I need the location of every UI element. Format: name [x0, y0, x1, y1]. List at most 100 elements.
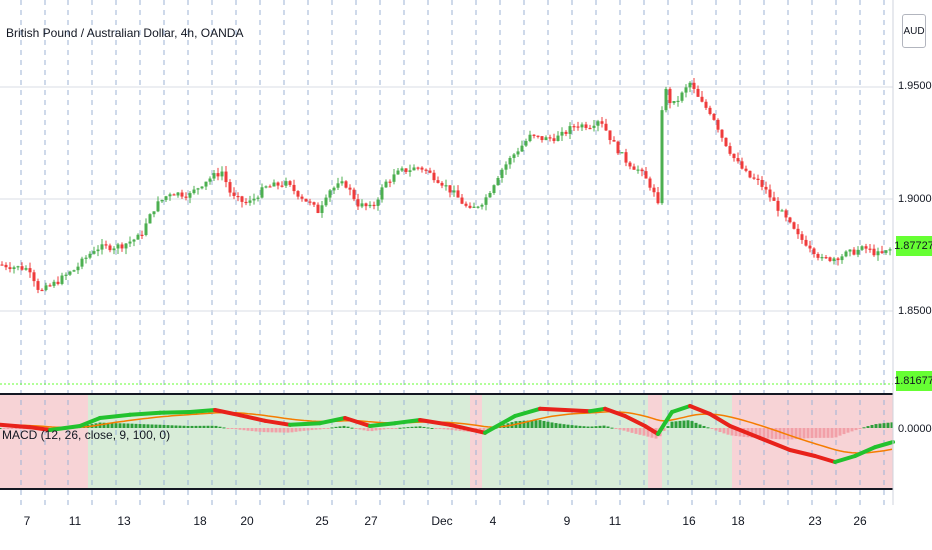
candle-body [16, 266, 20, 268]
histogram-bar [574, 425, 578, 428]
candle-body [880, 251, 884, 253]
candle-body [128, 241, 132, 244]
histogram-bar [790, 428, 794, 440]
candle-body [872, 248, 876, 256]
candle-body [800, 234, 804, 240]
candle-body [24, 268, 28, 270]
histogram-bar [366, 428, 370, 432]
candle-body [124, 243, 128, 249]
histogram-bar [310, 428, 314, 431]
candle-body [8, 267, 12, 269]
candle-body [660, 110, 664, 204]
candle-body [608, 130, 612, 141]
macd-segment [656, 410, 674, 436]
macd-tick: 0.00000 [898, 423, 932, 435]
histogram-bar [778, 428, 782, 440]
macd-segment [670, 404, 692, 414]
histogram-bar [450, 428, 454, 431]
candle-body [312, 202, 316, 205]
histogram-bar [674, 421, 678, 428]
macd-segment [98, 412, 132, 420]
candle-body [532, 134, 536, 136]
macd-segment [188, 408, 217, 414]
histogram-bar [338, 426, 342, 428]
candle-body [360, 203, 364, 207]
histogram-bar [162, 424, 166, 428]
histogram-bar [758, 428, 762, 439]
macd-segment [28, 425, 52, 432]
candle-body [628, 162, 632, 167]
candle-body [684, 87, 688, 93]
histogram-bar [666, 426, 670, 428]
candle-body [456, 190, 460, 198]
histogram-bar [566, 424, 570, 428]
time-tick: 20 [240, 514, 254, 528]
macd-indicator-label[interactable]: MACD (12, 26, close, 9, 100, 0) [2, 428, 171, 442]
pane-borders [0, 0, 894, 505]
histogram-bar [438, 428, 442, 429]
macd-segment [368, 421, 397, 428]
candle-body [92, 251, 96, 254]
histogram-bar [722, 428, 726, 434]
candle-body [696, 88, 700, 97]
candle-body [204, 181, 208, 187]
candle-body [436, 180, 440, 183]
histogram-bar [822, 428, 826, 438]
histogram-bar [682, 420, 686, 428]
candle-body [412, 167, 416, 171]
candle-body [132, 239, 136, 242]
macd-segment [483, 414, 517, 435]
time-tick: 18 [193, 514, 207, 528]
candle-body [712, 113, 716, 120]
macd-segment [563, 408, 592, 414]
candle-body [264, 186, 268, 188]
candle-body [580, 124, 584, 128]
candle-body [220, 171, 224, 177]
histogram-bar [398, 427, 402, 429]
candle-body [172, 194, 176, 196]
histogram-bar [262, 428, 266, 433]
time-tick: 11 [608, 514, 622, 528]
histogram-bar [182, 425, 186, 428]
histogram-bar [522, 420, 526, 428]
histogram-bar [358, 428, 362, 430]
candle-body [664, 88, 668, 111]
time-tick: 7 [23, 514, 31, 528]
histogram-bar [362, 428, 366, 431]
candle-body [720, 129, 724, 138]
histogram-bar [334, 426, 338, 428]
candle-body [736, 158, 740, 162]
histogram-bar [846, 428, 850, 433]
histogram-bar [14, 428, 18, 429]
histogram-bar [834, 428, 838, 438]
time-tick: 13 [117, 514, 131, 528]
histogram-bar [422, 426, 426, 428]
histogram-bar [582, 426, 586, 428]
candle-body [184, 196, 188, 198]
histogram-bar [198, 425, 202, 428]
currency-button[interactable]: AUD [902, 14, 926, 48]
candle-body [612, 140, 616, 142]
macd-segment [0, 422, 32, 430]
candle-body [316, 204, 320, 213]
time-tick: 4 [489, 514, 497, 528]
candle-body [864, 246, 868, 249]
candle-body [384, 181, 388, 188]
candle-body [388, 181, 392, 183]
candle-body [812, 248, 816, 255]
candle-body [216, 173, 220, 177]
candle-body [772, 197, 776, 201]
candle-body [116, 244, 120, 249]
histogram-bar [354, 428, 358, 429]
candle-body [876, 251, 880, 256]
candle-body [624, 152, 628, 163]
candle-body [620, 152, 624, 154]
candle-body [520, 145, 524, 152]
candle-body [796, 228, 800, 235]
candle-body [52, 281, 56, 286]
candle-body [676, 100, 680, 102]
histogram-bar [434, 428, 438, 429]
candle-body [632, 166, 636, 170]
candle-body [808, 245, 812, 249]
